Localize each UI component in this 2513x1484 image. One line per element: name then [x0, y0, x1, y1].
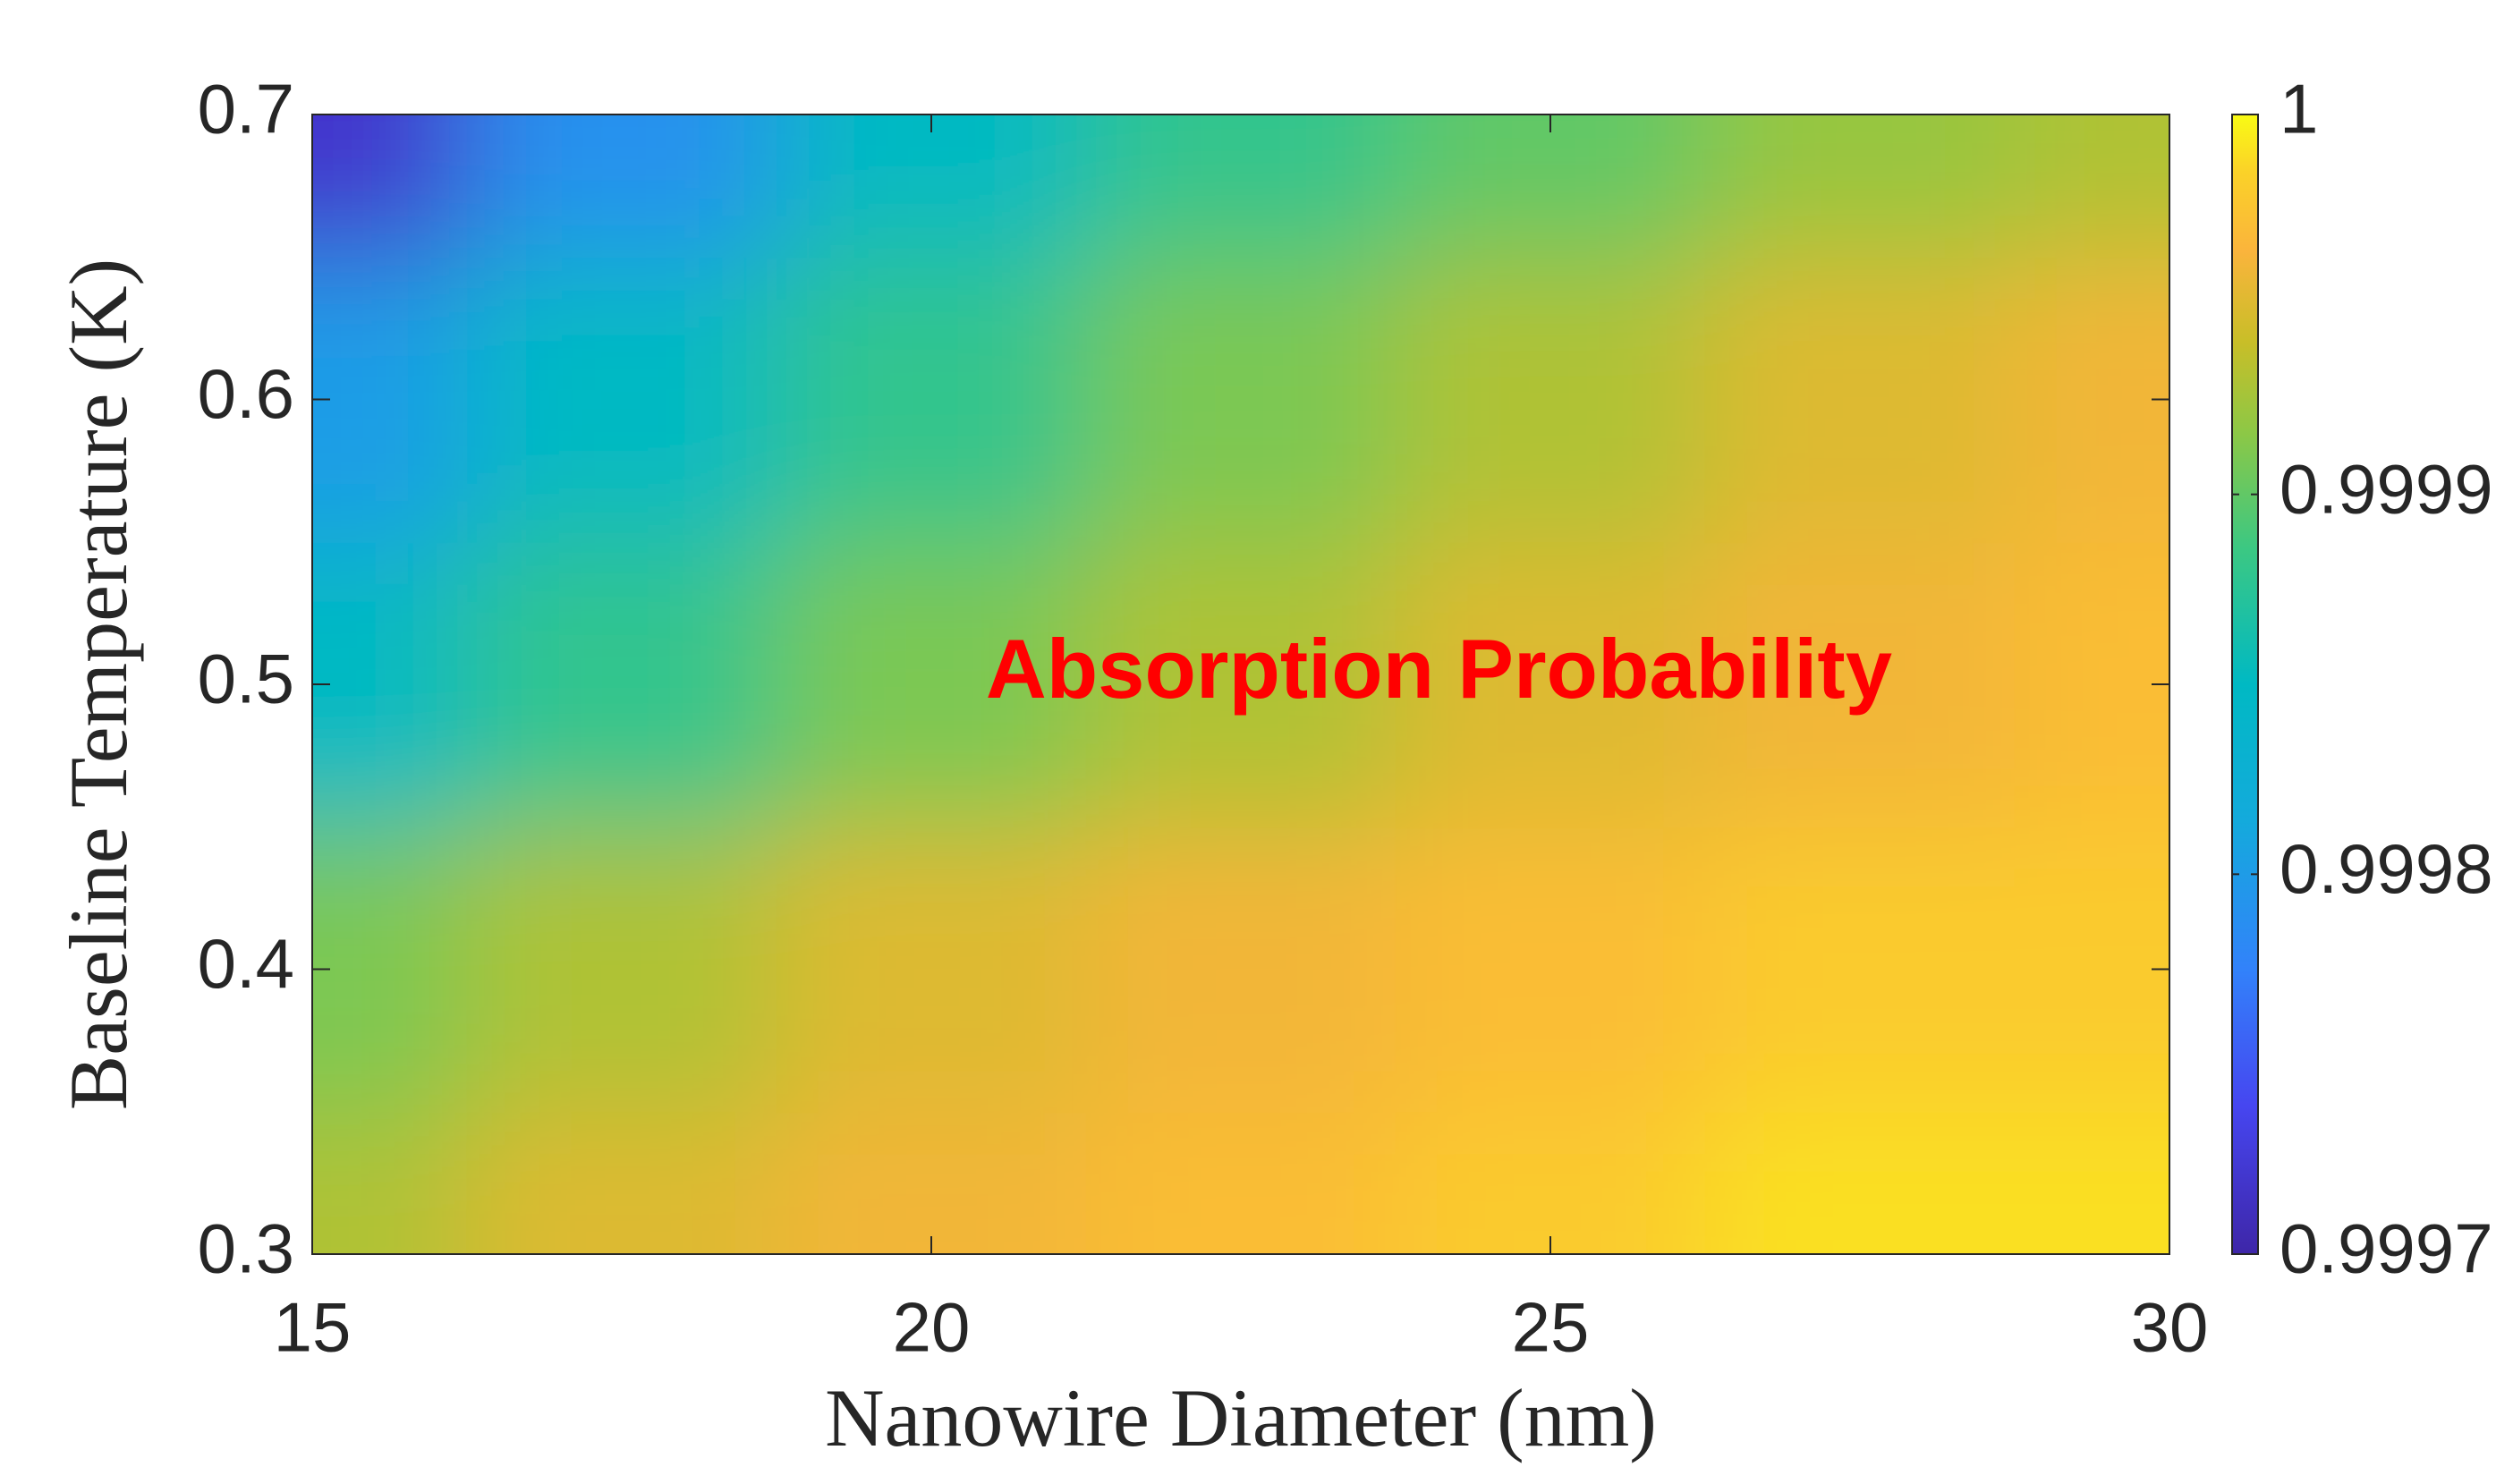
heatmap-cell: [1086, 257, 1397, 543]
heatmap-cell: [1396, 257, 1706, 543]
y-tick-label: 0.6: [198, 354, 294, 433]
heatmap-cell: [777, 541, 1087, 828]
heatmap-cell: [1705, 1111, 2016, 1254]
annotation: Absorption Probability: [986, 622, 1892, 716]
heatmap-cell: [312, 541, 468, 828]
heatmap-cell: [2015, 541, 2169, 828]
heatmap-cell: [2015, 257, 2169, 543]
heatmap-cell: [1086, 1111, 1397, 1254]
colorbar-tick-label: 0.9998: [2280, 829, 2493, 908]
y-tick-label: 0.5: [198, 640, 294, 718]
heatmap-cell: [1086, 541, 1397, 828]
y-tick-label: 0.3: [198, 1209, 294, 1288]
heatmap-cell: [467, 1111, 777, 1254]
colorbar: [2231, 114, 2259, 1255]
heatmap-cell: [1086, 114, 1397, 259]
heatmap-cell: [2015, 1111, 2169, 1254]
y-tick-label: 0.4: [198, 924, 294, 1003]
heatmap-cell: [1705, 827, 2016, 1113]
x-tick-label: 25: [1512, 1288, 1590, 1367]
heatmap-cell: [467, 257, 777, 543]
heatmap-cell: [777, 827, 1087, 1113]
heatmap-cell: [467, 114, 777, 259]
heatmap-cell: [777, 257, 1087, 543]
heatmap-cell: [2015, 114, 2169, 259]
heatmap-cell: [1086, 827, 1397, 1113]
heatmap-area: [312, 114, 2169, 1254]
heatmap-cell: [1396, 827, 1706, 1113]
x-axis-label: Nanowire Diameter (nm): [825, 1372, 1657, 1463]
heatmap-cell: [312, 114, 468, 259]
x-tick-label: 15: [274, 1288, 352, 1367]
heatmap-cell: [1396, 1111, 1706, 1254]
heatmap-cell: [1705, 541, 2016, 828]
y-tick-label: 0.7: [198, 70, 294, 148]
heatmap-cell: [777, 1111, 1087, 1254]
colorbar-tick-label: 0.9999: [2280, 449, 2493, 528]
heatmap-cell: [1396, 541, 1706, 828]
colorbar-tick-label: 0.9997: [2280, 1209, 2493, 1288]
heatmap-cell: [467, 541, 777, 828]
colorbar-tick-label: 1: [2280, 70, 2318, 148]
heatmap-cell: [777, 114, 1087, 259]
heatmap-cell: [312, 1111, 468, 1254]
y-axis-label: Baseline Temperature (K): [53, 259, 144, 1110]
x-tick-label: 20: [893, 1288, 971, 1367]
heatmap-cell: [312, 827, 468, 1113]
x-tick-label: 30: [2131, 1288, 2209, 1367]
heatmap-cell: [1705, 114, 2016, 259]
heatmap-cell: [2015, 827, 2169, 1113]
heatmap-cell: [312, 257, 468, 543]
heatmap-cell: [1705, 257, 2016, 543]
heatmap-cells: [312, 114, 2169, 1254]
heatmap-cell: [467, 827, 777, 1113]
heatmap-cell: [1396, 114, 1706, 259]
